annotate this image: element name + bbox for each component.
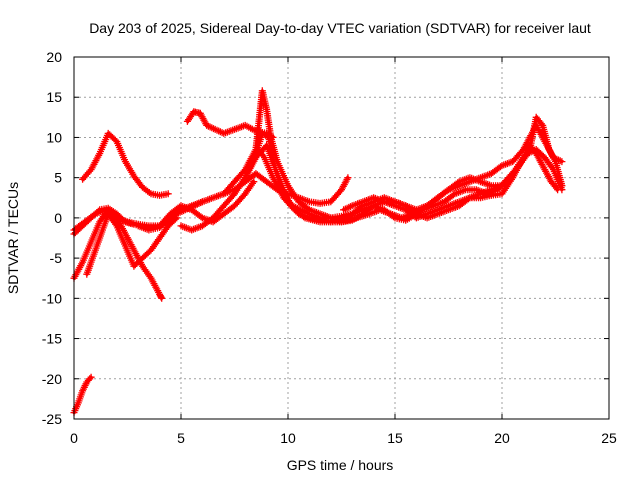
y-tick-label: 5 <box>54 170 62 186</box>
grid <box>74 57 609 419</box>
y-tick-label: -5 <box>50 250 63 266</box>
y-tick-label: 10 <box>46 129 62 145</box>
x-tick-label: 0 <box>70 430 78 446</box>
series-layer <box>70 87 566 417</box>
y-tick-label: -15 <box>42 331 62 347</box>
series-markers <box>246 146 566 226</box>
series-trace-13 <box>340 142 562 222</box>
series-markers <box>340 142 562 222</box>
y-axis-label: SDTVAR / TECUs <box>5 182 21 294</box>
y-tick-label: -20 <box>42 371 62 387</box>
chart-title: Day 203 of 2025, Sidereal Day-to-day VTE… <box>89 20 591 36</box>
x-axis-label: GPS time / hours <box>287 457 394 473</box>
y-tick-label: -25 <box>42 411 62 427</box>
plot-frame <box>73 56 610 420</box>
y-tick-label: 0 <box>54 210 62 226</box>
y-tick-label: 20 <box>46 49 62 65</box>
series-markers <box>79 129 172 199</box>
axis-ticks: 0 5 10 15 20 25 -25 -20 -15 -10 -5 0 5 10 15 20 <box>42 49 617 446</box>
x-tick-label: 25 <box>601 430 617 446</box>
x-tick-label: 10 <box>280 430 296 446</box>
x-tick-label: 15 <box>387 430 403 446</box>
y-tick-label: -10 <box>42 290 62 306</box>
y-tick-label: 15 <box>46 89 62 105</box>
x-tick-label: 5 <box>177 430 185 446</box>
series-trace-2 <box>79 129 172 199</box>
x-tick-label: 20 <box>494 430 510 446</box>
